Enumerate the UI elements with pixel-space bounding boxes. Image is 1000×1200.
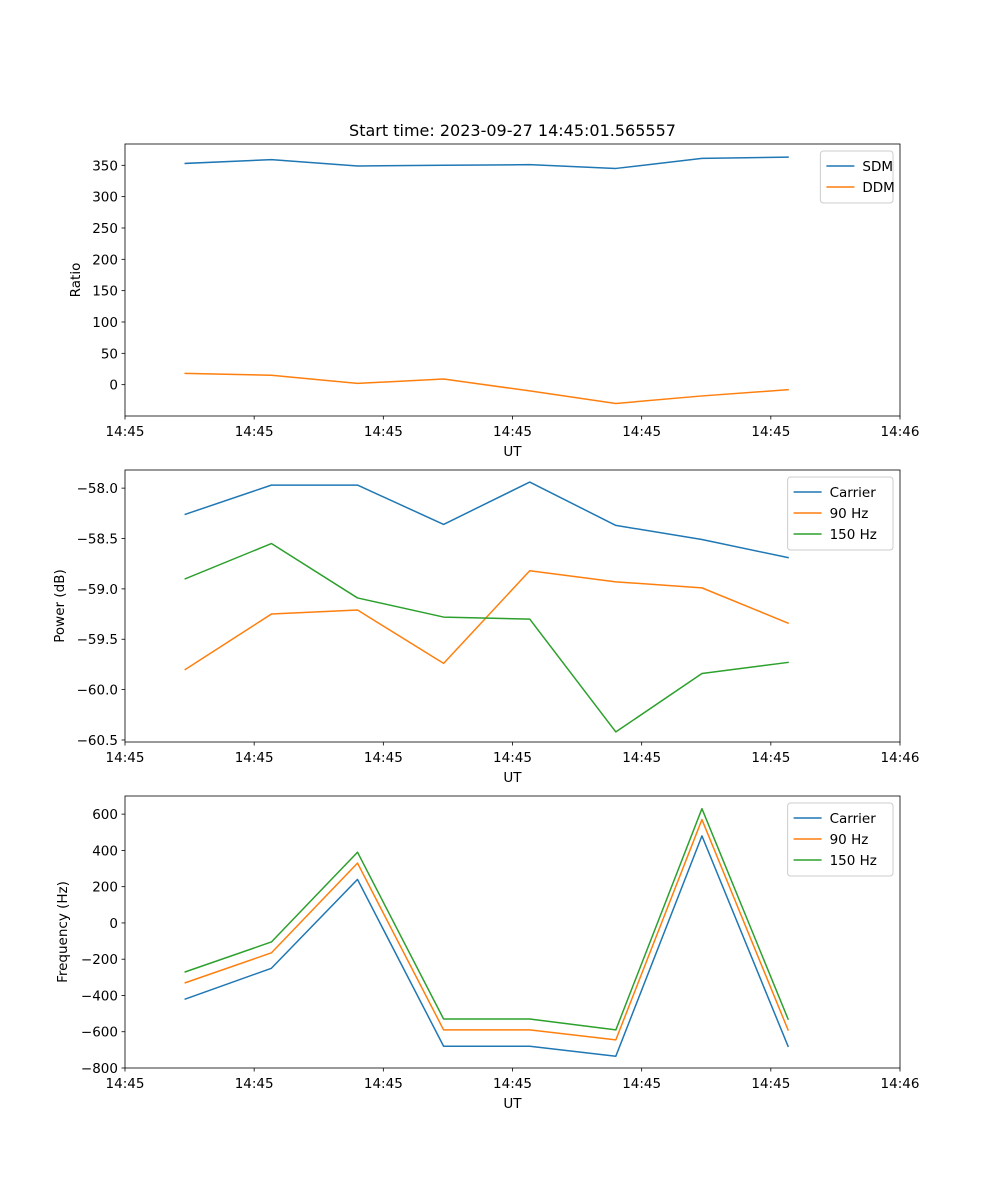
power-x-tick-label: 14:45 xyxy=(751,750,790,766)
ratio-y-tick-label: 50 xyxy=(101,346,118,362)
power-x-tick-label: 14:45 xyxy=(622,750,661,766)
frequency-axes-frame xyxy=(124,795,901,1069)
ratio-x-tick-label: 14:45 xyxy=(493,424,532,440)
frequency-series-150-hz-line xyxy=(184,807,790,1031)
frequency-ylabel: Frequency (Hz) xyxy=(55,881,71,983)
ratio-legend-label-sdm: SDM xyxy=(862,159,893,175)
ratio-ylabel: Ratio xyxy=(68,263,84,298)
frequency-series-90-hz-line xyxy=(184,818,790,1041)
frequency-y-tick-label: 0 xyxy=(109,916,118,932)
figure-title: Start time: 2023-09-27 14:45:01.565557 xyxy=(349,121,676,140)
power-xlabel: UT xyxy=(503,770,522,786)
ratio-y-tick-label: 150 xyxy=(92,284,118,300)
power-x-tick-label: 14:46 xyxy=(881,750,920,766)
ratio-legend-box xyxy=(819,150,894,204)
power-x-tick-label: 14:45 xyxy=(235,750,274,766)
power-y-tick-label: −60.0 xyxy=(77,683,118,699)
ratio-x-tick-label: 14:45 xyxy=(235,424,274,440)
power-y-tick-label: −60.5 xyxy=(77,733,118,749)
frequency-y-tick-label: −800 xyxy=(81,1061,118,1077)
frequency-x-tick-label: 14:46 xyxy=(881,1076,920,1092)
power-panel: Power (dB) UT 14:45 14:45 14:45 14:45 14:45 1… xyxy=(52,469,920,786)
frequency-xlabel: UT xyxy=(503,1096,522,1112)
power-ylabel: Power (dB) xyxy=(52,569,68,642)
frequency-y-tick-label: 200 xyxy=(92,880,118,896)
frequency-legend-label-carrier: Carrier xyxy=(830,811,877,827)
power-series-150-hz-line xyxy=(184,542,789,733)
ratio-x-tick-label: 14:46 xyxy=(881,424,920,440)
power-axes-frame xyxy=(124,469,901,743)
power-x-tick-label: 14:45 xyxy=(106,750,145,766)
frequency-x-tick-label: 14:45 xyxy=(493,1076,532,1092)
ratio-series-ddm-line xyxy=(184,372,789,405)
ratio-x-tick-label: 14:45 xyxy=(106,424,145,440)
frequency-y-tick-label: −400 xyxy=(81,988,118,1004)
ratio-y-tick-label: 300 xyxy=(92,190,118,206)
ratio-y-tick-label: 250 xyxy=(92,221,118,237)
frequency-y-tick-label: −200 xyxy=(81,952,118,968)
power-series-carrier-line xyxy=(184,481,789,559)
frequency-x-tick-label: 14:45 xyxy=(106,1076,145,1092)
power-y-tick-label: −59.0 xyxy=(77,582,118,598)
power-x-tick-label: 14:45 xyxy=(364,750,403,766)
power-y-tick-label: −58.5 xyxy=(77,532,118,548)
power-series-90-hz-line xyxy=(184,569,790,671)
frequency-x-tick-label: 14:45 xyxy=(751,1076,790,1092)
ratio-xlabel: UT xyxy=(503,444,522,460)
frequency-legend-box xyxy=(787,802,894,877)
frequency-x-tick-label: 14:45 xyxy=(235,1076,274,1092)
frequency-panel: Frequency (Hz) UT 14:45 14:45 14:45 14:45 14… xyxy=(55,795,920,1112)
ratio-x-tick-label: 14:45 xyxy=(364,424,403,440)
ratio-x-tick-label: 14:45 xyxy=(751,424,790,440)
power-x-tick-label: 14:45 xyxy=(493,750,532,766)
frequency-y-tick-label: 600 xyxy=(92,807,118,823)
frequency-y-tick-label: 400 xyxy=(92,843,118,859)
frequency-legend-label-150-hz: 150 Hz xyxy=(830,853,877,869)
frequency-series-carrier-line xyxy=(184,835,790,1057)
ratio-y-tick-label: 0 xyxy=(109,378,118,394)
power-legend-box xyxy=(787,476,894,551)
power-y-tick-label: −59.5 xyxy=(77,632,118,648)
power-legend-label-carrier: Carrier xyxy=(830,485,877,501)
frequency-x-tick-label: 14:45 xyxy=(622,1076,661,1092)
power-legend-label-150-hz: 150 Hz xyxy=(830,527,877,543)
ratio-series-sdm-line xyxy=(184,156,789,170)
ratio-y-tick-label: 200 xyxy=(92,252,118,268)
frequency-y-tick-label: −600 xyxy=(81,1025,118,1041)
ratio-x-tick-label: 14:45 xyxy=(622,424,661,440)
frequency-legend-label-90-hz: 90 Hz xyxy=(830,832,869,848)
power-legend-label-90-hz: 90 Hz xyxy=(830,506,869,522)
ratio-y-tick-label: 100 xyxy=(92,315,118,331)
power-y-tick-label: −58.0 xyxy=(77,481,118,497)
frequency-x-tick-label: 14:45 xyxy=(364,1076,403,1092)
ratio-y-tick-label: 350 xyxy=(92,158,118,174)
ratio-panel: Ratio UT 14:45 14:45 14:45 14:45 14:45 14:45 1… xyxy=(68,143,920,460)
ratio-legend-label-ddm: DDM xyxy=(862,180,894,196)
